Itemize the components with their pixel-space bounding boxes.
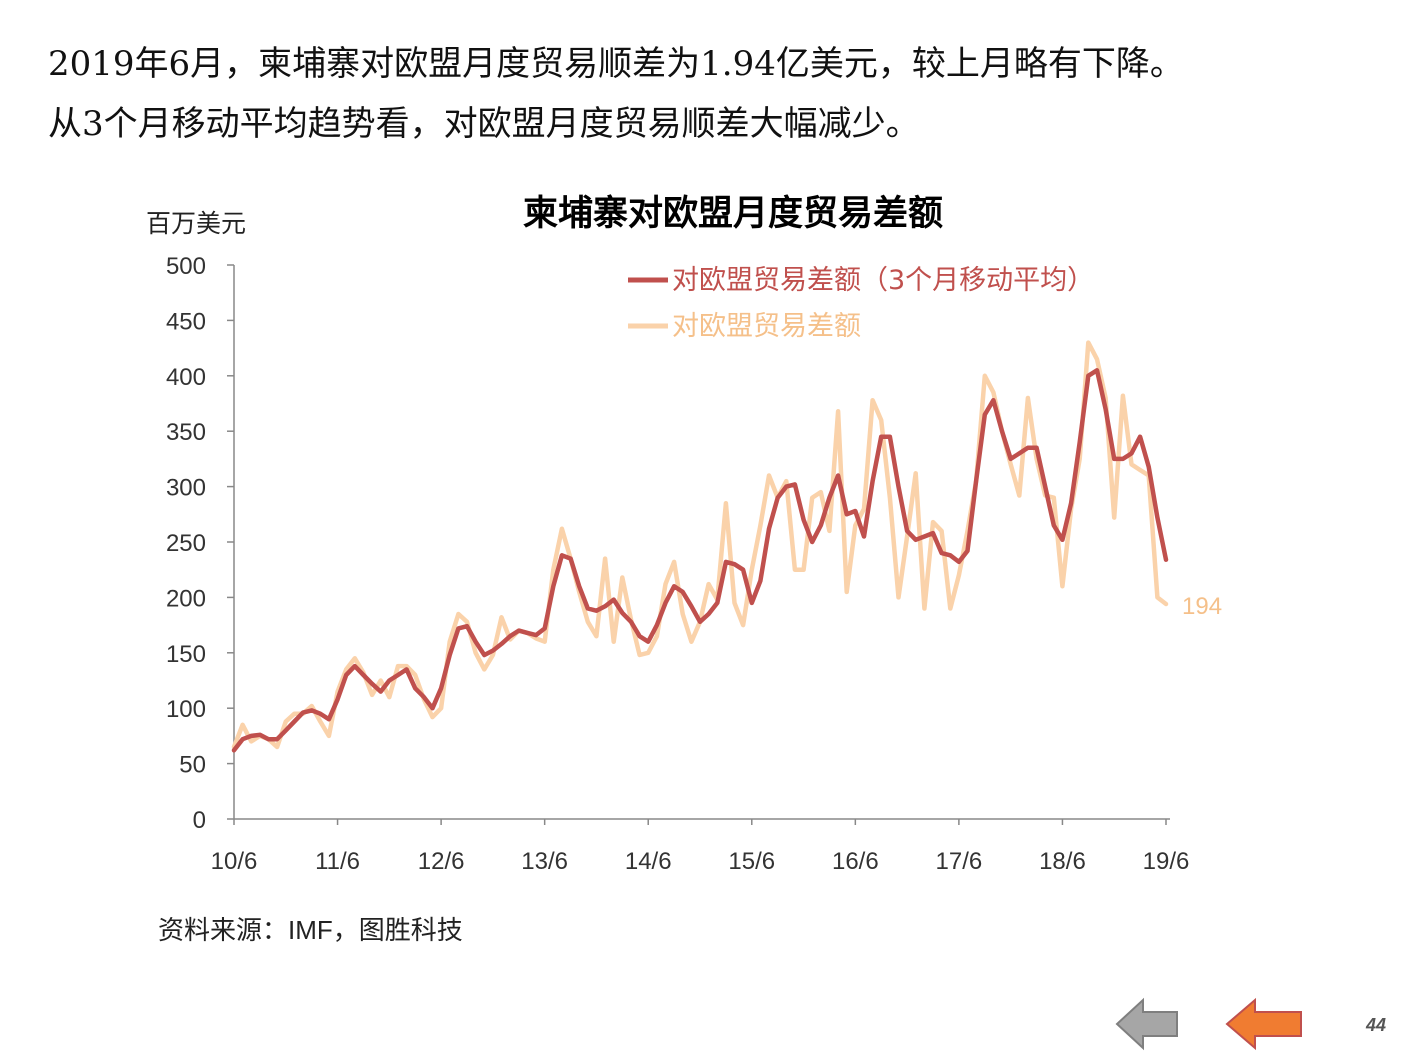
left-arrow-icon	[1115, 997, 1178, 1051]
y-tick-label: 200	[166, 585, 206, 612]
end-value-label: 194	[1182, 593, 1222, 620]
left-arrow-icon	[1225, 997, 1302, 1051]
series-line-moving-average	[231, 368, 1169, 753]
x-tick-label: 11/6	[315, 848, 360, 875]
series-layer	[231, 340, 1169, 753]
x-tick-label: 10/6	[211, 848, 258, 875]
y-tick-label: 350	[166, 419, 206, 446]
x-tick-label: 15/6	[728, 848, 775, 875]
x-tick-label: 17/6	[936, 848, 983, 875]
page-number: 44	[1366, 1015, 1387, 1035]
source-note: 资料来源：IMF，图胜科技	[158, 915, 463, 945]
intro-text: 2019年6月，柬埔寨对欧盟月度贸易顺差为1.94亿美元，较上月略有下降。 从3…	[48, 34, 1388, 154]
x-tick-label: 18/6	[1039, 848, 1086, 875]
y-tick-label: 100	[166, 696, 206, 723]
axes: 0 50 100 150 200 250 300 350 400 450 500 10/6 11/6 12…	[166, 253, 1189, 875]
y-tick-label: 400	[166, 364, 206, 391]
x-tick-label: 19/6	[1143, 848, 1190, 875]
x-tick-label: 14/6	[625, 848, 672, 875]
y-tick-label: 300	[166, 475, 206, 502]
next-page-button[interactable]	[1225, 996, 1305, 1052]
intro-line-1: 2019年6月，柬埔寨对欧盟月度贸易顺差为1.94亿美元，较上月略有下降。	[48, 44, 1184, 84]
x-tick-label: 16/6	[832, 848, 879, 875]
legend: 对欧盟贸易差额（3个月移动平均） 对欧盟贸易差额	[628, 265, 1094, 342]
y-tick-label: 250	[166, 530, 206, 557]
intro-line-2: 从3个月移动平均趋势看，对欧盟月度贸易顺差大幅减少。	[48, 104, 920, 144]
legend-label: 对欧盟贸易差额	[672, 311, 861, 342]
y-tick-label: 450	[166, 308, 206, 335]
x-tick-label: 12/6	[418, 848, 465, 875]
chart-title: 柬埔寨对欧盟月度贸易差额	[523, 194, 943, 234]
y-axis-label: 百万美元	[146, 209, 246, 238]
y-tick-label: 500	[166, 253, 206, 280]
prev-page-button[interactable]	[1115, 996, 1181, 1052]
y-tick-label: 150	[166, 641, 206, 668]
y-tick-label: 50	[179, 752, 206, 779]
x-tick-label: 13/6	[521, 848, 568, 875]
y-tick-label: 0	[193, 807, 206, 834]
legend-label: 对欧盟贸易差额（3个月移动平均）	[672, 265, 1094, 296]
